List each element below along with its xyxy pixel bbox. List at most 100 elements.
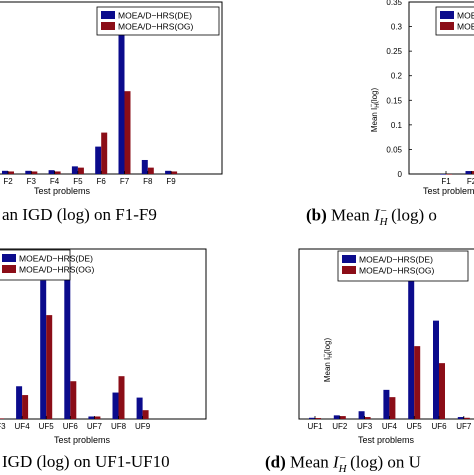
bar-a-s1-F5 xyxy=(72,166,78,174)
bar-a-s2-F8 xyxy=(148,168,154,174)
x-tick-label-F9: F9 xyxy=(166,177,176,186)
chart-panel-b: F1F2F3F4F5F600.050.10.150.20.250.30.35Te… xyxy=(369,0,474,196)
y-tick-label-0.1: 0.1 xyxy=(391,121,403,130)
legend-label-1: MOEA/D−HRS(DE) xyxy=(359,255,433,265)
bar-d-s1-UF4 xyxy=(383,390,389,419)
caption-d-metric-sup: − xyxy=(340,452,346,464)
x-tick-label-F7: F7 xyxy=(120,177,130,186)
y-tick-label-0.35: 0.35 xyxy=(386,0,402,7)
y-tick-label-0.2: 0.2 xyxy=(391,72,403,81)
bar-a-s1-F3 xyxy=(25,171,31,174)
caption-d-text: Mean xyxy=(290,453,329,472)
legend-swatch-1 xyxy=(440,11,454,19)
bar-c-s2-UF5 xyxy=(46,315,52,419)
y-tick-label-0.05: 0.05 xyxy=(386,145,402,154)
x-tick-label-UF4: UF4 xyxy=(15,422,31,431)
legend-label-1: MOEA/D−HRS(DE) xyxy=(457,11,474,21)
x-tick-label-F4: F4 xyxy=(50,177,60,186)
bar-d-s1-UF7 xyxy=(458,417,464,419)
x-tick-label-F3: F3 xyxy=(27,177,37,186)
bar-a-s2-F2 xyxy=(8,171,14,174)
bar-d-s1-UF5 xyxy=(408,281,414,419)
legend-swatch-2 xyxy=(2,265,16,273)
bar-c-s2-UF4 xyxy=(22,395,28,419)
bar-d-s2-UF4 xyxy=(389,397,395,419)
caption-a: an IGD (log) on F1-F9 xyxy=(2,205,157,225)
y-axis-label: Mean IH−(log) xyxy=(369,88,381,133)
bar-a-s1-F6 xyxy=(95,147,101,174)
caption-b: (b) Mean IH− (log) o xyxy=(306,205,437,228)
legend-label-1: MOEA/D−HRS(DE) xyxy=(19,254,93,264)
bar-a-s2-F3 xyxy=(31,171,37,174)
bar-a-s1-F8 xyxy=(142,160,148,174)
caption-b-text: Mean xyxy=(331,206,370,225)
legend-swatch-1 xyxy=(2,254,16,262)
caption-b-tail: (log) o xyxy=(391,206,437,225)
x-tick-label-UF8: UF8 xyxy=(111,422,127,431)
x-tick-label-UF3: UF3 xyxy=(0,422,6,431)
x-tick-label-UF6: UF6 xyxy=(431,422,447,431)
bar-a-s1-F4 xyxy=(49,170,55,174)
legend: MOEA/D−HRS(DE)MOEA/D−HRS(OG) xyxy=(97,7,219,35)
bar-c-s2-UF9 xyxy=(143,410,149,419)
legend-swatch-2 xyxy=(101,22,115,30)
bar-d-s2-UF5 xyxy=(414,346,420,419)
x-tick-label-UF5: UF5 xyxy=(407,422,423,431)
legend-swatch-1 xyxy=(342,255,356,263)
bar-c-s1-UF6 xyxy=(64,262,70,419)
bar-a-s2-F5 xyxy=(78,168,84,174)
x-tick-label-UF7: UF7 xyxy=(456,422,472,431)
bar-c-s2-UF3 xyxy=(0,418,4,419)
bar-a-s2-F6 xyxy=(101,133,107,174)
y-tick-label-0.15: 0.15 xyxy=(386,96,402,105)
x-tick-label-UF5: UF5 xyxy=(39,422,55,431)
bar-a-s1-F7 xyxy=(119,34,125,174)
caption-d-tail: (log) on U xyxy=(350,453,421,472)
bar-d-s2-UF3 xyxy=(365,417,371,419)
bar-b-s1-F1 xyxy=(440,174,446,175)
bar-d-s2-UF2 xyxy=(340,416,346,419)
legend-swatch-2 xyxy=(440,22,454,30)
bar-a-s1-F2 xyxy=(2,171,8,174)
bar-d-s1-UF1 xyxy=(309,418,315,419)
caption-a-text: an IGD (log) on F1-F9 xyxy=(2,205,157,224)
legend: MOEA/D−HRS(DE)MOEA/D−HRS(OG) xyxy=(338,251,468,281)
x-tick-label-F1: F1 xyxy=(441,177,451,186)
legend-swatch-2 xyxy=(342,266,356,274)
caption-d-label: (d) xyxy=(265,453,286,472)
x-axis-label: Test problems xyxy=(54,435,111,445)
legend-label-2: MOEA/D−HRS(OG) xyxy=(19,265,94,275)
bar-d-s2-UF7 xyxy=(464,418,470,419)
bar-c-s1-UF7 xyxy=(88,416,94,419)
x-axis-label: Test problems xyxy=(34,186,91,196)
bar-a-s2-F7 xyxy=(125,91,131,174)
bar-d-s1-UF6 xyxy=(433,321,439,419)
x-tick-label-F5: F5 xyxy=(73,177,83,186)
y-tick-label-0: 0 xyxy=(398,170,403,179)
x-tick-label-F8: F8 xyxy=(143,177,153,186)
x-tick-label-UF1: UF1 xyxy=(307,422,323,431)
x-tick-label-F2: F2 xyxy=(467,177,474,186)
x-tick-label-F2: F2 xyxy=(3,177,13,186)
caption-b-metric-sub: H xyxy=(380,216,388,228)
bar-c-s2-UF7 xyxy=(94,416,100,419)
bar-a-s2-F4 xyxy=(55,171,61,174)
caption-c: IGD (log) on UF1-UF10 xyxy=(2,452,170,472)
x-tick-label-UF7: UF7 xyxy=(87,422,103,431)
legend-label-2: MOEA/D−HRS(OG) xyxy=(457,22,474,32)
bar-b-s2-F1 xyxy=(446,174,452,175)
caption-b-label: (b) xyxy=(306,206,327,225)
bar-d-s1-UF3 xyxy=(359,411,365,419)
x-tick-label-UF4: UF4 xyxy=(382,422,398,431)
bar-c-s1-UF4 xyxy=(16,386,22,419)
x-tick-label-UF9: UF9 xyxy=(135,422,151,431)
caption-d-metric-sub: H xyxy=(339,463,347,475)
bar-c-s1-UF8 xyxy=(113,393,119,419)
bar-c-s2-UF8 xyxy=(119,376,125,419)
bar-a-s1-F9 xyxy=(165,171,171,174)
bar-a-s2-F9 xyxy=(171,171,177,174)
bar-d-s1-UF2 xyxy=(334,415,340,419)
x-tick-label-UF6: UF6 xyxy=(63,422,79,431)
